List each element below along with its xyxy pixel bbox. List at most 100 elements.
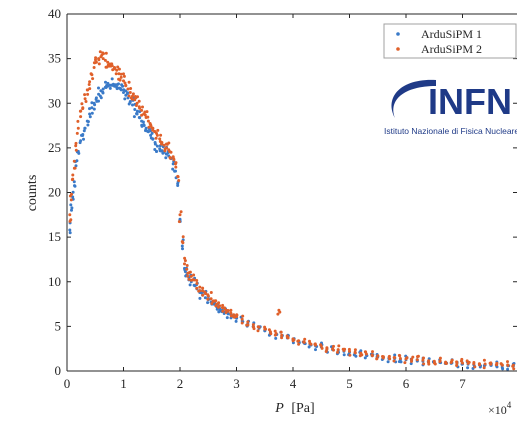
data-point xyxy=(117,82,120,86)
data-point xyxy=(162,143,166,147)
data-point xyxy=(74,144,78,148)
data-point xyxy=(512,367,516,371)
data-point xyxy=(303,337,307,341)
data-point xyxy=(137,99,141,103)
data-point xyxy=(398,354,402,358)
data-point xyxy=(183,262,186,266)
data-point xyxy=(422,356,425,360)
data-point xyxy=(176,184,180,187)
data-point xyxy=(363,356,367,360)
data-point xyxy=(186,274,190,278)
data-point xyxy=(71,190,75,194)
data-point xyxy=(68,231,72,235)
data-point xyxy=(123,97,127,101)
data-point xyxy=(114,72,118,76)
data-point xyxy=(104,51,108,55)
data-point xyxy=(392,359,396,363)
legend-marker-series-2 xyxy=(396,47,400,51)
data-point xyxy=(309,342,313,346)
data-point xyxy=(146,129,149,133)
data-point xyxy=(125,92,129,95)
data-point xyxy=(291,339,295,343)
data-point xyxy=(450,358,454,362)
data-point xyxy=(146,115,150,119)
data-point xyxy=(422,362,426,366)
data-point xyxy=(201,286,205,290)
data-point xyxy=(140,113,144,117)
data-point xyxy=(337,344,341,348)
data-point xyxy=(415,358,419,362)
data-point xyxy=(465,359,469,363)
data-point xyxy=(171,167,175,171)
data-point xyxy=(240,317,244,321)
data-point xyxy=(73,184,76,188)
data-point xyxy=(376,354,380,358)
data-point xyxy=(74,164,78,168)
data-point xyxy=(347,347,351,351)
data-point xyxy=(256,325,260,329)
data-point xyxy=(102,52,105,56)
data-point xyxy=(225,309,229,312)
data-point xyxy=(70,208,73,212)
data-point xyxy=(500,363,504,367)
data-point xyxy=(342,353,346,357)
data-point xyxy=(142,124,146,127)
data-point xyxy=(124,89,128,93)
data-point xyxy=(99,96,103,100)
data-point xyxy=(221,309,225,313)
data-point xyxy=(129,87,133,90)
data-point xyxy=(269,332,273,336)
infn-logo: INFN Istituto Nazionale di Fisica Nuclea… xyxy=(384,79,517,136)
data-point xyxy=(155,131,158,135)
infn-logo-swoosh xyxy=(391,79,436,118)
legend: ArduSiPM 1 ArduSiPM 2 xyxy=(383,23,517,59)
data-point xyxy=(375,356,379,360)
data-point xyxy=(201,289,205,293)
data-point xyxy=(178,213,182,217)
data-point xyxy=(336,350,339,354)
data-point xyxy=(206,297,210,301)
data-point xyxy=(273,329,277,333)
data-point xyxy=(195,279,199,282)
data-point xyxy=(217,310,221,314)
data-point xyxy=(91,77,95,81)
data-point xyxy=(94,60,98,64)
data-point xyxy=(252,327,256,331)
x-tick-label: 2 xyxy=(177,376,184,391)
data-point xyxy=(76,119,80,123)
data-point xyxy=(105,65,109,69)
legend-marker-series-1 xyxy=(396,32,400,36)
data-point xyxy=(206,301,210,305)
x-axis-label: P [Pa] xyxy=(274,401,314,416)
data-point xyxy=(135,112,138,116)
x-tick-label: 4 xyxy=(290,376,297,391)
data-point xyxy=(370,354,374,358)
data-point xyxy=(158,137,162,141)
data-point xyxy=(195,286,199,290)
data-point xyxy=(177,179,181,182)
data-point xyxy=(455,360,459,364)
data-point xyxy=(353,348,357,352)
data-point xyxy=(410,359,413,363)
data-point xyxy=(153,129,156,133)
data-point xyxy=(124,84,128,88)
data-point xyxy=(198,289,202,293)
data-point xyxy=(482,366,486,370)
data-point xyxy=(500,366,504,370)
data-point xyxy=(87,83,91,86)
data-point xyxy=(195,282,199,285)
data-point xyxy=(126,87,130,91)
data-point xyxy=(280,336,284,340)
x-tick-label: 6 xyxy=(403,376,410,391)
data-point xyxy=(106,60,110,64)
data-point xyxy=(444,361,447,365)
data-point xyxy=(169,150,173,154)
data-point xyxy=(438,359,442,363)
data-point xyxy=(183,256,187,260)
data-point xyxy=(180,244,184,248)
data-point xyxy=(104,80,107,84)
data-point xyxy=(336,348,340,352)
data-point xyxy=(181,241,185,245)
data-point xyxy=(191,278,195,282)
data-point xyxy=(146,119,150,123)
